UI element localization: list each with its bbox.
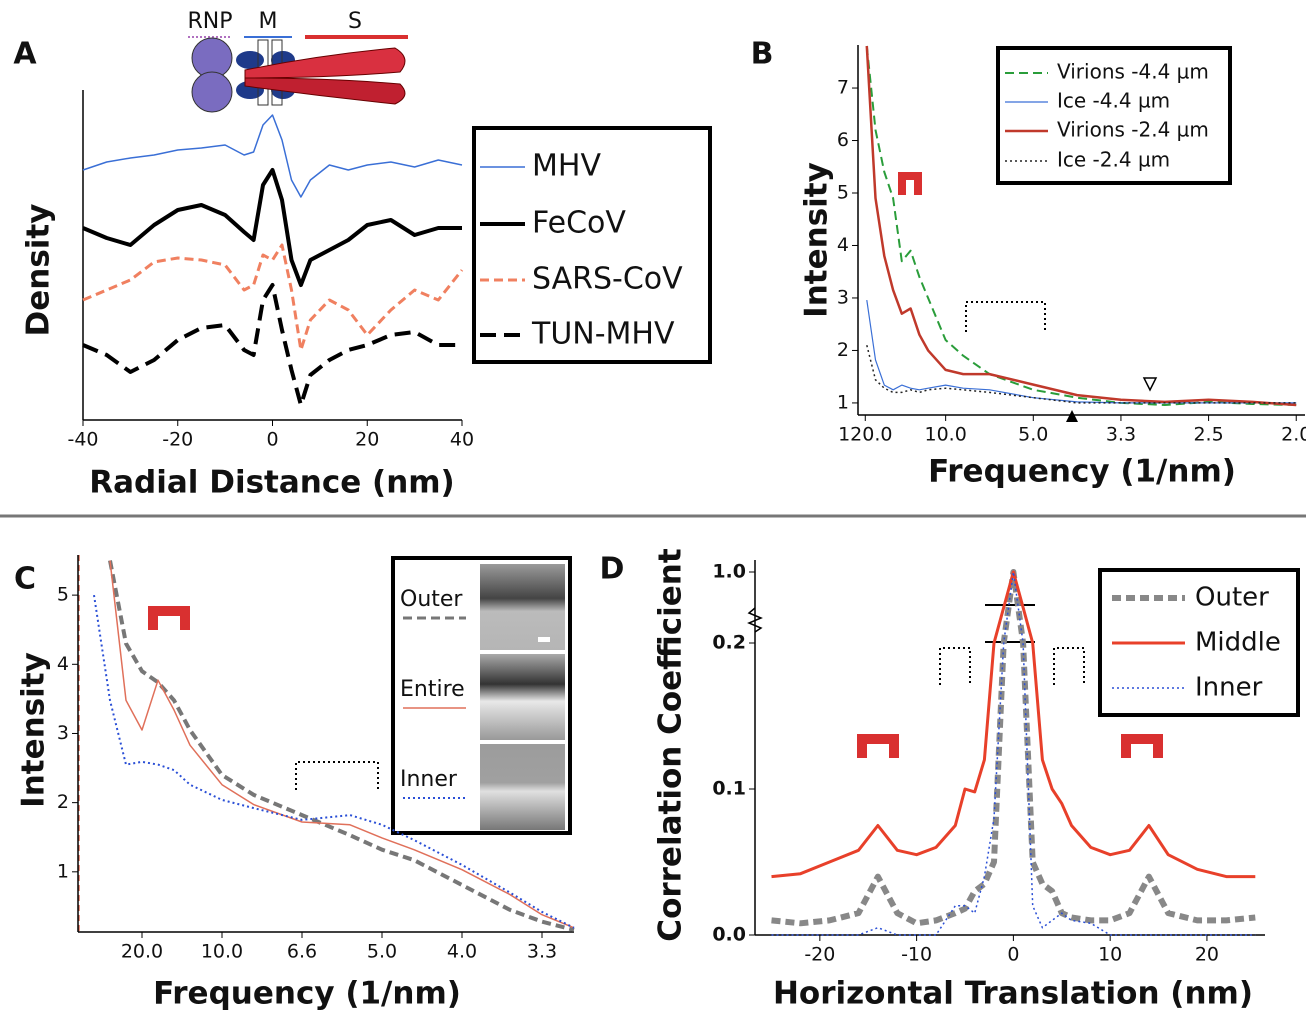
y-tick-label: 2 (837, 339, 849, 361)
legend-label: TUN-MHV (531, 317, 675, 352)
x-tick-label: 0 (266, 429, 278, 451)
x-tick-label: 20 (355, 429, 379, 451)
y-tick-label: 4 (837, 234, 849, 256)
x-tick-label: -10 (901, 944, 932, 966)
scale-bar (538, 637, 550, 642)
panel-label: C (14, 562, 36, 597)
spike (244, 47, 406, 79)
panel-label: B (751, 37, 774, 72)
dotted-bracket (295, 761, 379, 790)
triangle-marker (1142, 377, 1158, 392)
legend-label: Outer (400, 587, 463, 612)
m-protein (236, 51, 264, 69)
dotted-bracket (965, 301, 1046, 332)
y-tick-label: 6 (837, 129, 849, 151)
bracket-marker (898, 172, 922, 195)
x-tick-label: 10 (1098, 944, 1122, 966)
x-tick-label: 20.0 (121, 941, 163, 963)
y-tick-label: 2 (57, 791, 69, 813)
legend-label: Ice -2.4 µm (1057, 148, 1170, 172)
inset-image (480, 654, 565, 740)
x-tick-label: 5.0 (367, 941, 397, 963)
x-tick-label: 0 (1007, 944, 1019, 966)
diagram-label: RNP (187, 9, 232, 34)
x-axis-title: Frequency (1/nm) (153, 976, 461, 1012)
legend-label: MHV (532, 149, 601, 184)
diagram-label: M (259, 9, 278, 34)
y-axis-title: Density (21, 204, 57, 337)
y-tick-label: 1.0 (712, 561, 746, 583)
x-tick-label: 10.0 (201, 941, 243, 963)
diagram-label: S (348, 9, 362, 34)
legend-label: SARS-CoV (532, 262, 683, 297)
y-tick-label: 0.0 (712, 924, 746, 946)
x-tick-label: -40 (67, 429, 98, 451)
x-tick-label: 6.6 (287, 941, 317, 963)
y-tick-label: 4 (57, 653, 69, 675)
y-tick-label: 3 (837, 286, 849, 308)
y-tick-label: 0.2 (712, 632, 746, 654)
x-tick-label: 10.0 (924, 424, 966, 446)
y-tick-label: 1 (57, 860, 69, 882)
panel-label: A (13, 37, 37, 72)
y-axis-title: Intensity (799, 162, 835, 318)
dotted-bracket (939, 647, 971, 685)
series-line (866, 300, 1297, 404)
y-tick-label: 1 (837, 391, 849, 413)
bracket-marker (857, 734, 899, 758)
series-line (866, 345, 1297, 404)
legend-label: Ice -4.4 µm (1057, 89, 1170, 113)
y-tick-label: 5 (837, 182, 849, 204)
series-line (82, 243, 464, 352)
series-line (865, 45, 1297, 406)
panel-label: D (600, 552, 625, 587)
x-tick-label: -20 (804, 944, 835, 966)
series-line (82, 168, 462, 287)
x-tick-label: 3.3 (527, 941, 557, 963)
y-tick-label: 5 (57, 584, 69, 606)
series-line (771, 570, 1256, 879)
y-tick-label: 0.1 (712, 778, 746, 800)
legend-label: FeCoV (532, 206, 626, 241)
y-tick-label: 3 (57, 722, 69, 744)
legend-label: Virions -4.4 µm (1057, 60, 1209, 84)
legend-label: Virions -2.4 µm (1057, 118, 1209, 142)
x-tick-label: 4.0 (447, 941, 477, 963)
rnp-sphere (191, 71, 233, 113)
inset-image (480, 744, 565, 830)
legend-label: Middle (1195, 628, 1281, 658)
x-tick-label: -20 (162, 429, 193, 451)
bracket-marker (148, 606, 190, 630)
x-tick-label: 5.0 (1018, 424, 1048, 446)
series-line (93, 594, 575, 929)
x-axis-title: Frequency (1/nm) (928, 454, 1236, 490)
series-line (108, 560, 575, 932)
series-line (865, 45, 1297, 407)
x-tick-label: 120.0 (838, 424, 892, 446)
x-tick-label: 40 (450, 429, 474, 451)
x-axis-title: Horizontal Translation (nm) (773, 976, 1253, 1012)
series-line (771, 571, 1256, 936)
spike (244, 77, 406, 105)
legend-label: Entire (400, 677, 465, 702)
y-axis-title: Intensity (16, 652, 52, 808)
bracket-marker (1121, 734, 1163, 758)
legend-label: Inner (1195, 673, 1263, 703)
x-tick-label: 3.3 (1106, 424, 1136, 446)
y-tick-label: 7 (837, 77, 849, 99)
inset-image (480, 564, 565, 650)
y-axis-title: Correlation Coefficient (653, 548, 689, 942)
x-tick-label: 2.0 (1281, 424, 1306, 446)
series-line (82, 114, 463, 198)
dotted-bracket (1053, 647, 1085, 685)
x-tick-label: 2.5 (1193, 424, 1223, 446)
triangle-marker (1066, 410, 1078, 422)
legend-label: Inner (400, 767, 458, 792)
series-line (82, 283, 462, 407)
x-axis-title: Radial Distance (nm) (89, 465, 454, 501)
legend-label: Outer (1195, 583, 1269, 613)
x-tick-label: 20 (1195, 944, 1219, 966)
virion-diagram: RNP M S (187, 9, 408, 113)
